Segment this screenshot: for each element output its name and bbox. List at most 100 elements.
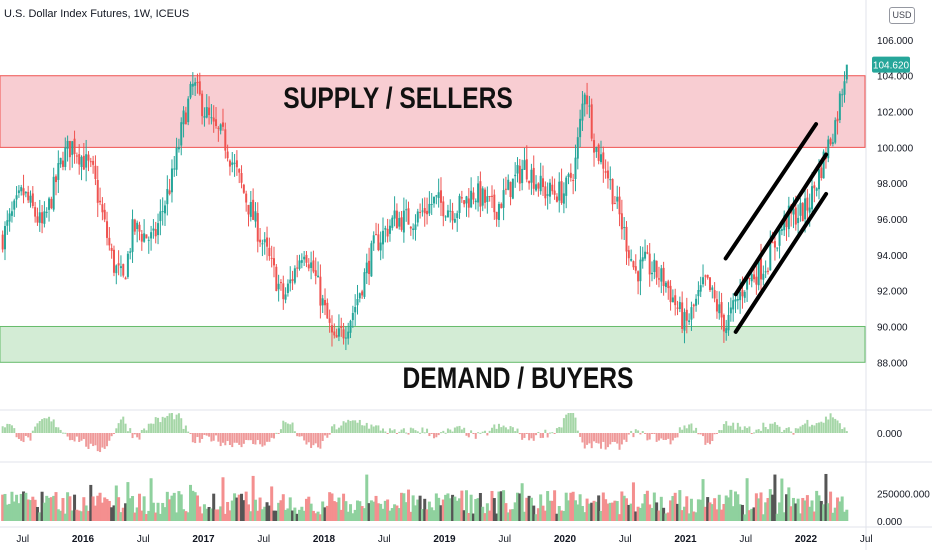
x-tick-label: Jul [257, 534, 270, 545]
candle-body [108, 237, 111, 246]
volume-bar [573, 500, 577, 521]
oscillator-bar [699, 433, 702, 435]
oscillator-bar [13, 428, 16, 433]
volume-bar [522, 511, 526, 521]
volume-bar [780, 478, 784, 521]
candle-body [36, 216, 39, 223]
volume-bar [761, 514, 765, 521]
volume-bar [195, 495, 199, 521]
volume-bar [393, 504, 397, 521]
volume-bar [778, 502, 782, 521]
candle-body [263, 239, 266, 243]
volume-bar [402, 493, 406, 521]
oscillator-bar [317, 433, 320, 448]
oscillator-bar [715, 433, 718, 434]
oscillator-bar [660, 433, 663, 439]
oscillator-bar [393, 429, 396, 433]
oscillator-bar [263, 433, 266, 446]
volume-bar [759, 492, 763, 521]
oscillator-bar [820, 421, 823, 433]
candle-body [307, 264, 310, 269]
volume-bar [446, 493, 450, 521]
candle-body [845, 64, 848, 80]
oscillator-bar [254, 433, 257, 445]
volume-bar [321, 501, 325, 521]
volume-bar [249, 511, 253, 521]
oscillator-bar [602, 433, 605, 442]
oscillator-bar [247, 433, 250, 441]
volume-bar [216, 509, 220, 521]
candle-body [122, 264, 125, 276]
oscillator-bar [514, 431, 517, 433]
candle-body [743, 291, 746, 298]
oscillator-bar [275, 432, 278, 434]
candle-body [326, 302, 329, 319]
volume-bar [82, 497, 86, 521]
volume-bar [831, 512, 835, 521]
oscillator-bar [771, 423, 774, 433]
oscillator-bar [544, 429, 547, 433]
candle-body [820, 167, 823, 179]
oscillator-bar [75, 433, 78, 437]
oscillator-bar [785, 427, 788, 433]
candle-body [101, 204, 104, 213]
candle-body [159, 211, 162, 222]
volume-bar [430, 507, 434, 521]
candle-body [586, 95, 589, 105]
oscillator-bar [307, 433, 310, 443]
volume-bar [221, 477, 225, 521]
candle-body [609, 179, 612, 181]
y-tick-label: 88.000 [877, 358, 908, 369]
oscillator-bar [632, 433, 635, 438]
oscillator-bar [507, 429, 510, 433]
volume-bar [397, 508, 401, 521]
volume-bar [768, 489, 772, 521]
oscillator-bar [398, 431, 401, 433]
volume-bar [418, 495, 422, 521]
oscillator-bar [268, 433, 271, 442]
volume-bar [191, 490, 195, 521]
candle-body [514, 174, 517, 177]
volume-bar [527, 495, 531, 521]
candle-body [157, 223, 160, 236]
candle-body [347, 331, 350, 339]
oscillator-bar [101, 433, 104, 448]
volume-bar [328, 492, 332, 521]
volume-bar [40, 491, 44, 521]
volume-bar [546, 491, 550, 521]
volume-bar [638, 507, 642, 521]
candle-body [266, 237, 269, 247]
volume-bar [492, 498, 496, 521]
volume-bar [842, 511, 846, 521]
volume-bar [495, 513, 499, 521]
candle-body [769, 243, 772, 271]
currency-badge[interactable]: USD [889, 7, 915, 24]
oscillator-bar [15, 433, 18, 438]
candle-body [708, 277, 711, 291]
volume-bar [692, 511, 696, 521]
candle-body [528, 180, 531, 184]
y-tick-label: 92.000 [877, 287, 908, 298]
candle-body [407, 208, 410, 225]
oscillator-bar [467, 433, 470, 438]
candle-body [581, 103, 584, 121]
candle-body [310, 262, 313, 268]
oscillator-bar [532, 433, 535, 441]
candle-body [300, 260, 303, 263]
volume-bar [91, 496, 95, 521]
volume-bar [186, 512, 190, 521]
oscillator-bar [843, 427, 846, 433]
x-axis-ticks: Jul 2016 Jul 2017 Jul 2018 Jul 2019 Jul 2020 Jul 20… [16, 534, 872, 545]
oscillator-bar [372, 426, 375, 433]
volume-bar [281, 494, 285, 521]
volume-bar [411, 495, 415, 521]
volume-bar [267, 505, 271, 521]
candle-body [815, 188, 818, 191]
candle-body [215, 119, 218, 126]
oscillator-bar [99, 433, 102, 453]
volume-bar [137, 493, 141, 521]
volume-bar [669, 500, 673, 521]
candle-body [797, 217, 800, 224]
candle-body [799, 202, 802, 216]
